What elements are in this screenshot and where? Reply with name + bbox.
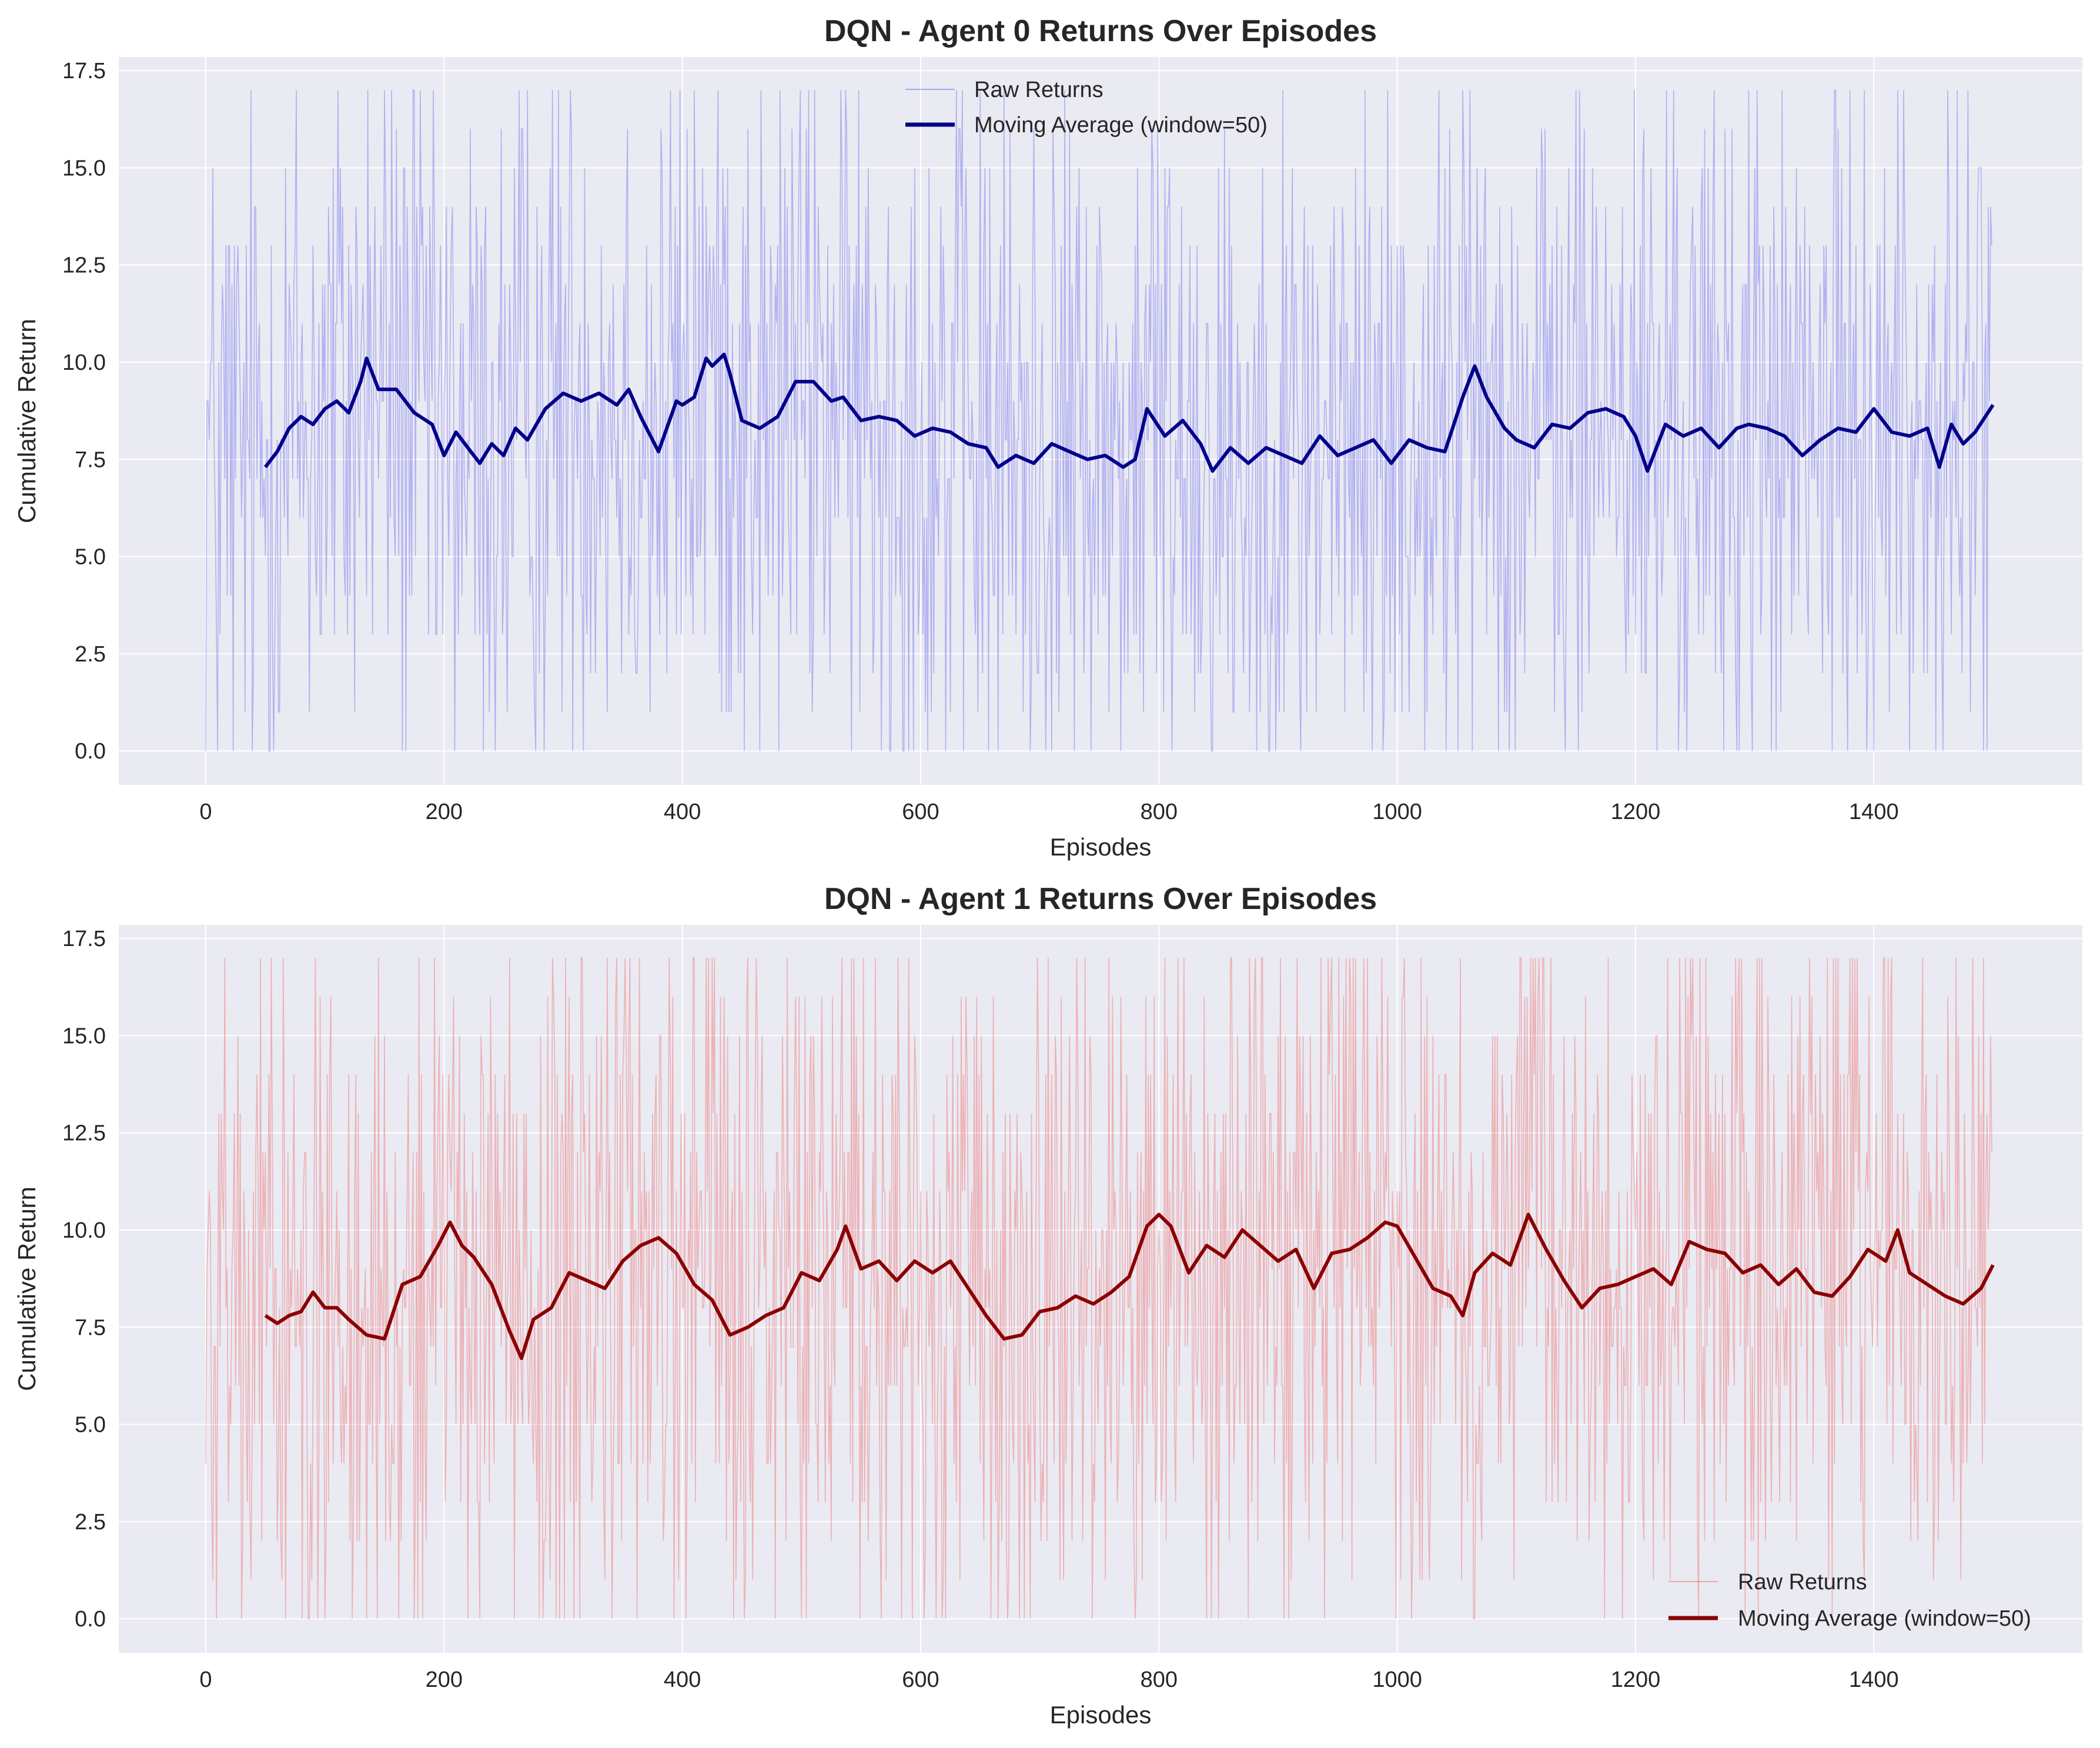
y-tick-label: 12.5 bbox=[62, 253, 106, 278]
x-axis-label: Episodes bbox=[1050, 1701, 1152, 1729]
x-tick-label: 1400 bbox=[1849, 1667, 1899, 1692]
y-tick-label: 10.0 bbox=[62, 1218, 106, 1243]
moving-average-line bbox=[263, 352, 1995, 473]
x-tick-label: 600 bbox=[902, 1667, 939, 1692]
chart-title: DQN - Agent 1 Returns Over Episodes bbox=[824, 882, 1377, 916]
y-tick-label: 5.0 bbox=[75, 1413, 106, 1438]
y-axis-label: Cumulative Return bbox=[13, 319, 41, 523]
x-tick-label: 200 bbox=[426, 800, 463, 824]
x-tick-label: 1000 bbox=[1372, 800, 1422, 824]
y-tick-label: 15.0 bbox=[62, 156, 106, 181]
x-axis-label: Episodes bbox=[1050, 833, 1152, 861]
y-tick-label: 0.0 bbox=[75, 1607, 106, 1632]
y-tick-label: 10.0 bbox=[62, 350, 106, 375]
y-tick-label: 17.5 bbox=[62, 927, 106, 951]
legend: Raw Returns Moving Average (window=50) bbox=[1668, 1570, 2031, 1631]
x-tick-label: 400 bbox=[664, 800, 701, 824]
x-tick-label: 200 bbox=[426, 1667, 463, 1692]
x-tick-label: 800 bbox=[1141, 1667, 1178, 1692]
y-tick-label: 7.5 bbox=[75, 1315, 106, 1340]
x-tick-label: 600 bbox=[902, 800, 939, 824]
legend-raw-label: Raw Returns bbox=[1738, 1570, 1867, 1595]
plot-area bbox=[119, 57, 2082, 785]
x-tick-label: 1200 bbox=[1611, 1667, 1661, 1692]
x-tick-label: 0 bbox=[199, 800, 212, 824]
y-tick-label: 0.0 bbox=[75, 739, 106, 764]
legend-ma-label: Moving Average (window=50) bbox=[1738, 1606, 2031, 1631]
plot-area bbox=[119, 925, 2082, 1653]
y-tick-label: 2.5 bbox=[75, 1510, 106, 1535]
x-tick-label: 0 bbox=[199, 1667, 212, 1692]
legend: Raw Returns Moving Average (window=50) bbox=[905, 78, 1268, 138]
x-tick-label: 1400 bbox=[1849, 800, 1899, 824]
y-axis-label: Cumulative Return bbox=[13, 1186, 41, 1391]
y-tick-label: 7.5 bbox=[75, 447, 106, 472]
chart-agent-1: 0 200 400 600 800 1000 1200 1400 0.0 2.5 5.0 7.5 10.… bbox=[13, 882, 2082, 1729]
raw-returns-line bbox=[205, 957, 1992, 1619]
x-tick-label: 1000 bbox=[1372, 1667, 1422, 1692]
y-tick-label: 12.5 bbox=[62, 1121, 106, 1146]
moving-average-line bbox=[264, 1212, 1995, 1361]
y-tick-label: 5.0 bbox=[75, 545, 106, 570]
x-tick-label: 800 bbox=[1141, 800, 1178, 824]
y-tick-label: 15.0 bbox=[62, 1024, 106, 1048]
y-tick-label: 2.5 bbox=[75, 642, 106, 667]
x-tick-label: 1200 bbox=[1611, 800, 1661, 824]
y-tick-label: 17.5 bbox=[62, 59, 106, 83]
x-tick-label: 400 bbox=[664, 1667, 701, 1692]
chart-agent-0: 0 200 400 600 800 1000 1200 1400 0.0 2.5 5.0 7.5 10.… bbox=[13, 14, 2082, 861]
legend-raw-label: Raw Returns bbox=[974, 78, 1103, 102]
chart-title: DQN - Agent 0 Returns Over Episodes bbox=[824, 14, 1377, 48]
legend-ma-label: Moving Average (window=50) bbox=[974, 113, 1268, 138]
raw-returns-line bbox=[205, 89, 1992, 751]
